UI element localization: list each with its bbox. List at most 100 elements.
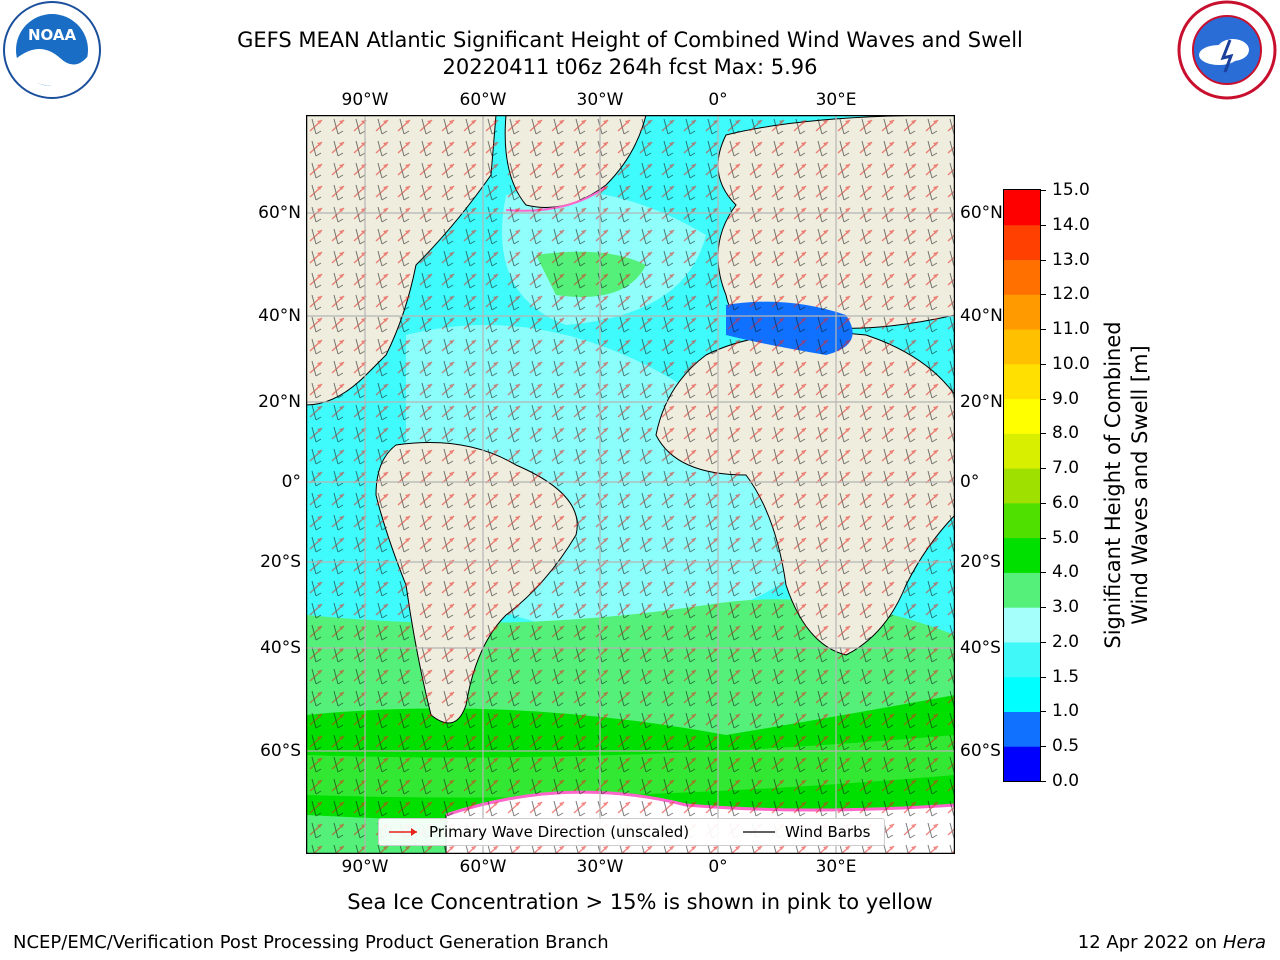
- colorbar-tick-label: 1.5: [1052, 666, 1080, 687]
- colorbar-tick-mark: [1040, 781, 1046, 782]
- colorbar-swatch: [1004, 537, 1040, 573]
- colorbar-swatch: [1004, 641, 1040, 678]
- lon-label-bottom: 0°: [708, 857, 728, 877]
- footer-date-text: 12 Apr 2022 on: [1077, 932, 1218, 953]
- colorbar-swatch: [1004, 502, 1040, 539]
- lon-label-top: 0°: [708, 90, 728, 110]
- colorbar-swatch: [1004, 572, 1040, 608]
- colorbar-tick-mark: [1040, 711, 1046, 713]
- colorbar-tick-label: 13.0: [1052, 249, 1090, 270]
- chart-title-line1: GEFS MEAN Atlantic Significant Height of…: [237, 28, 1023, 52]
- nws-logo: [1177, 0, 1277, 100]
- lat-label-right: 60°N: [960, 203, 1003, 223]
- wave-direction-legend-icon: [389, 828, 417, 836]
- colorbar-tick-label: 14.0: [1052, 214, 1090, 235]
- lat-label-left: 20°S: [260, 552, 301, 572]
- colorbar-tick-mark: [1040, 537, 1046, 539]
- colorbar-swatches: [1004, 190, 1040, 782]
- lat-label-left: 60°S: [260, 741, 301, 761]
- colorbar-tick-mark: [1040, 398, 1046, 400]
- colorbar-swatch: [1004, 746, 1040, 782]
- colorbar-tick-mark: [1040, 641, 1046, 643]
- lat-label-right: 40°N: [960, 306, 1003, 326]
- noaa-logo-text: NOAA: [28, 26, 77, 44]
- colorbar-swatch: [1004, 433, 1040, 469]
- colorbar: [1003, 189, 1041, 782]
- colorbar-label-line2: Wind Waves and Swell [m]: [1128, 345, 1152, 625]
- colorbar-tick-label: 7.0: [1052, 458, 1080, 479]
- colorbar-tick-mark: [1040, 468, 1046, 470]
- colorbar-tick-mark: [1040, 502, 1046, 504]
- lat-label-left: 60°N: [258, 203, 301, 223]
- colorbar-tick-label: 9.0: [1052, 388, 1080, 409]
- lon-label-bottom: 30°W: [576, 857, 624, 877]
- colorbar-label-line1: Significant Height of Combined: [1101, 321, 1125, 649]
- lat-label-right: 40°S: [960, 638, 1001, 658]
- colorbar-tick-label: 10.0: [1052, 353, 1090, 374]
- lon-label-top: 90°W: [341, 90, 389, 110]
- colorbar-swatch: [1004, 294, 1040, 330]
- colorbar-tick-mark: [1040, 363, 1046, 365]
- map-legend: Primary Wave Direction (unscaled) Wind B…: [378, 818, 885, 846]
- lat-label-left: 0°: [281, 472, 301, 492]
- lat-label-right: 20°N: [960, 392, 1003, 412]
- colorbar-swatch: [1004, 607, 1040, 643]
- colorbar-tick-mark: [1040, 259, 1046, 261]
- colorbar-tick-label: 11.0: [1052, 319, 1090, 340]
- colorbar-swatch: [1004, 711, 1040, 747]
- lat-label-right: 20°S: [960, 552, 1001, 572]
- colorbar-swatch: [1004, 363, 1040, 400]
- lon-label-top: 60°W: [459, 90, 507, 110]
- wave-direction-legend-label: Primary Wave Direction (unscaled): [429, 823, 690, 841]
- lat-label-left: 40°S: [260, 638, 301, 658]
- lon-label-bottom: 90°W: [341, 857, 389, 877]
- colorbar-swatch: [1004, 329, 1040, 365]
- footer-date: 12 Apr 2022 on Hera: [1078, 932, 1266, 953]
- chart-title-line2: 20220411 t06z 264h fcst Max: 5.96: [442, 55, 818, 79]
- colorbar-tick-label: 6.0: [1052, 492, 1080, 513]
- wind-barb-legend-label: Wind Barbs: [785, 823, 871, 841]
- colorbar-label: Significant Height of Combined Wind Wave…: [1100, 285, 1154, 685]
- colorbar-swatch: [1004, 676, 1040, 712]
- footer-host: Hera: [1222, 932, 1266, 953]
- colorbar-tick-label: 12.0: [1052, 284, 1090, 305]
- colorbar-tick-mark: [1040, 572, 1046, 574]
- wave-height-map: [305, 114, 956, 855]
- noaa-logo: NOAA: [3, 1, 101, 99]
- colorbar-tick-label: 0.5: [1052, 736, 1080, 757]
- colorbar-tick-label: 8.0: [1052, 423, 1080, 444]
- colorbar-tick-mark: [1040, 746, 1046, 748]
- sea-ice-note: Sea Ice Concentration > 15% is shown in …: [347, 890, 933, 914]
- colorbar-tick-label: 1.0: [1052, 701, 1080, 722]
- lat-label-left: 20°N: [258, 392, 301, 412]
- colorbar-tick-mark: [1040, 224, 1046, 226]
- colorbar-swatch: [1004, 190, 1040, 226]
- colorbar-swatch: [1004, 468, 1040, 504]
- colorbar-tick-label: 2.0: [1052, 631, 1080, 652]
- lat-label-right: 60°S: [960, 741, 1001, 761]
- footer-credit: NCEP/EMC/Verification Post Processing Pr…: [13, 932, 609, 953]
- graticule: [306, 115, 955, 854]
- colorbar-tick-label: 5.0: [1052, 527, 1080, 548]
- colorbar-tick-mark: [1040, 329, 1046, 331]
- map-frame: [305, 114, 956, 855]
- colorbar-tick-mark: [1040, 676, 1046, 678]
- wind-barb-legend-icon: [743, 831, 775, 833]
- colorbar-tick-label: 0.0: [1052, 771, 1080, 791]
- lon-label-bottom: 60°W: [459, 857, 507, 877]
- colorbar-tick-mark: [1040, 294, 1046, 296]
- colorbar-tick-mark: [1040, 607, 1046, 609]
- colorbar-tick-label: 15.0: [1052, 180, 1090, 200]
- colorbar-swatch: [1004, 398, 1040, 434]
- colorbar-swatch: [1004, 259, 1040, 295]
- colorbar-swatch: [1004, 224, 1040, 261]
- lon-label-bottom: 30°E: [815, 857, 857, 877]
- lat-label-right: 0°: [960, 472, 980, 492]
- colorbar-tick-label: 3.0: [1052, 597, 1080, 618]
- lon-label-top: 30°E: [815, 90, 857, 110]
- lon-label-top: 30°W: [576, 90, 624, 110]
- colorbar-tick-label: 4.0: [1052, 562, 1080, 583]
- colorbar-tick-mark: [1040, 433, 1046, 435]
- colorbar-tick-mark: [1040, 190, 1046, 191]
- lat-label-left: 40°N: [258, 306, 301, 326]
